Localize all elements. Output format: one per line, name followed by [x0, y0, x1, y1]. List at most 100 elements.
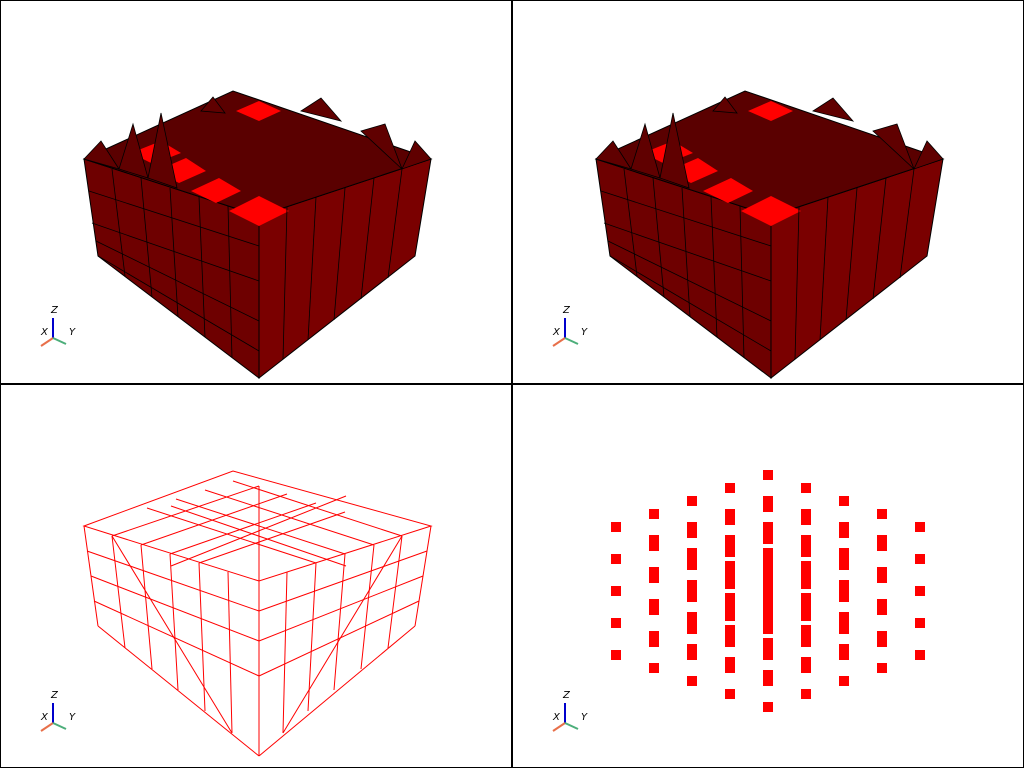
mesh-point	[649, 631, 659, 641]
mesh-point	[763, 470, 773, 480]
mesh-point	[687, 612, 697, 622]
orientation-axes-widget: Z X Y	[31, 691, 87, 741]
mesh-point	[763, 566, 773, 576]
mesh-point	[763, 624, 773, 634]
mesh-point	[725, 663, 735, 673]
orientation-axes-widget: Z X Y	[543, 691, 599, 741]
mesh-point	[801, 593, 811, 603]
mesh-point	[763, 502, 773, 512]
mesh-point	[687, 560, 697, 570]
axis-label-y: Y	[69, 327, 76, 338]
mesh-point	[725, 611, 735, 621]
mesh-point	[687, 618, 697, 628]
axis-label-x: X	[41, 712, 48, 723]
mesh-point	[649, 509, 659, 519]
axis-label-y: Y	[581, 327, 588, 338]
viewport-divider-horizontal	[0, 383, 1024, 385]
mesh-point	[687, 644, 697, 654]
mesh-point	[649, 541, 659, 551]
mesh-point	[763, 496, 773, 506]
mesh-point	[915, 650, 925, 660]
mesh-point	[763, 554, 773, 564]
mesh-points	[611, 470, 925, 712]
mesh-point	[763, 644, 773, 654]
mesh-point	[763, 548, 773, 558]
mesh-point	[839, 618, 849, 628]
mesh-point	[839, 624, 849, 634]
mesh-point	[687, 554, 697, 564]
mesh-point	[687, 496, 697, 506]
mesh-point	[649, 663, 659, 673]
mesh-point	[763, 598, 773, 608]
mesh-point	[801, 535, 811, 545]
mesh-point	[763, 638, 773, 648]
mesh-point	[763, 586, 773, 596]
mesh-point	[725, 657, 735, 667]
axes-arrows-icon	[552, 318, 579, 347]
mesh-point	[763, 528, 773, 538]
mesh-point	[801, 631, 811, 641]
mesh-point	[687, 580, 697, 590]
mesh-point	[687, 522, 697, 532]
mesh-point	[763, 522, 773, 532]
mesh-point	[725, 561, 735, 571]
mesh-point	[687, 624, 697, 634]
mesh-point	[725, 547, 735, 557]
viewport-top-left[interactable]: Z X Y	[1, 1, 511, 382]
mesh-point	[877, 567, 887, 577]
mesh-point	[877, 599, 887, 609]
mesh-point	[649, 605, 659, 615]
mesh-point	[839, 528, 849, 538]
mesh-point	[839, 644, 849, 654]
viewport-bottom-right[interactable]: Z X Y	[513, 386, 1023, 767]
mesh-point	[649, 567, 659, 577]
mesh-point	[687, 586, 697, 596]
mesh-point	[725, 599, 735, 609]
mesh-point	[687, 676, 697, 686]
mesh-point	[839, 592, 849, 602]
axis-label-z: Z	[563, 305, 570, 316]
mesh-point	[763, 702, 773, 712]
axis-label-z: Z	[51, 305, 58, 316]
mesh-point	[877, 573, 887, 583]
axes-arrows-icon	[552, 703, 579, 732]
mesh-point	[801, 637, 811, 647]
mesh-point	[611, 586, 621, 596]
mesh-point	[763, 560, 773, 570]
mesh-point	[877, 637, 887, 647]
mesh-point	[915, 554, 925, 564]
axis-label-x: X	[41, 327, 48, 338]
mesh-point	[801, 689, 811, 699]
mesh-point	[801, 541, 811, 551]
mesh-point	[915, 586, 925, 596]
mesh-point	[725, 625, 735, 635]
axis-label-z: Z	[563, 690, 570, 701]
mesh-point	[687, 528, 697, 538]
axes-arrows-icon	[40, 703, 67, 732]
mesh-point	[763, 606, 773, 616]
mesh-point	[763, 534, 773, 544]
mesh-point	[839, 650, 849, 660]
mesh-point	[801, 625, 811, 635]
mesh-point	[801, 663, 811, 673]
mesh-point	[839, 676, 849, 686]
axis-label-x: X	[553, 712, 560, 723]
mesh-wireframe	[82, 470, 433, 757]
mesh-point	[801, 605, 811, 615]
viewport-bottom-left[interactable]: Z X Y	[1, 386, 511, 767]
mesh-point	[649, 573, 659, 583]
window-border-top	[0, 0, 1024, 1]
viewport-top-right[interactable]: Z X Y	[513, 1, 1023, 382]
mesh-point	[725, 483, 735, 493]
mesh-point	[725, 579, 735, 589]
orientation-axes-widget: Z X Y	[31, 306, 87, 356]
mesh-point	[801, 547, 811, 557]
mesh-point	[725, 637, 735, 647]
mesh-point	[611, 618, 621, 628]
mesh-point	[877, 509, 887, 519]
mesh-point	[687, 548, 697, 558]
mesh-point	[801, 567, 811, 577]
mesh-point	[763, 676, 773, 686]
mesh-point	[763, 618, 773, 628]
mesh-point	[801, 579, 811, 589]
